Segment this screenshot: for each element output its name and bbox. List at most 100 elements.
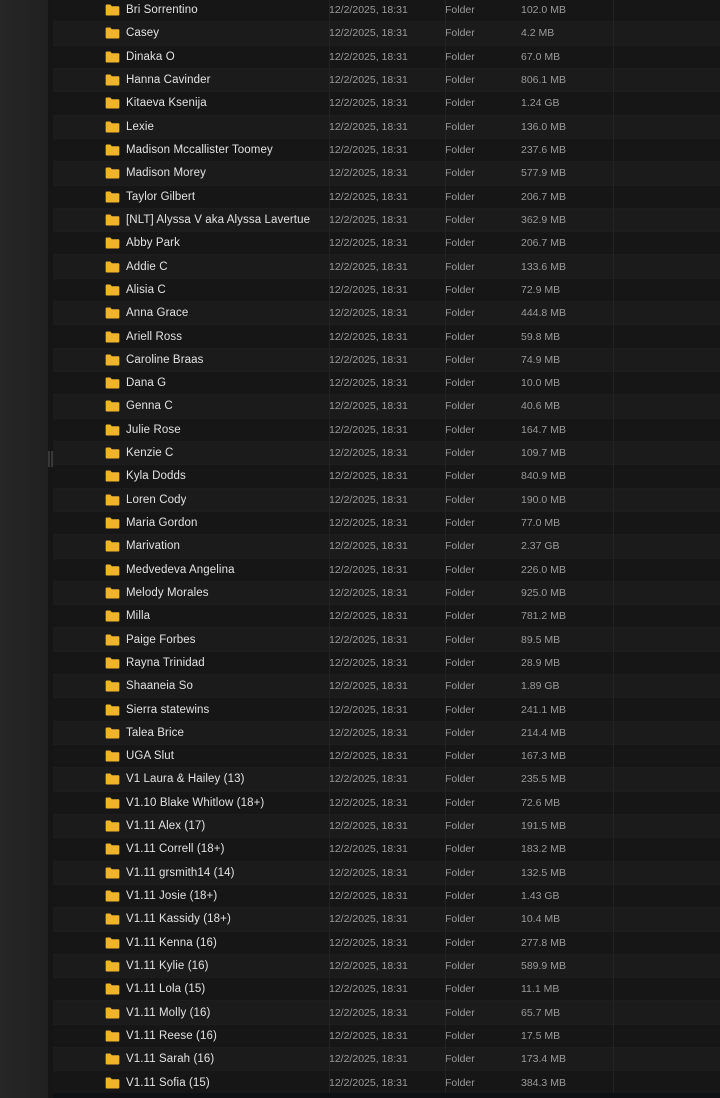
cell-name[interactable]: Kyla Dodds: [53, 470, 329, 482]
table-row[interactable]: V1.11 Kylie (16) 12/2/2025, 18:31 Folder 58…: [53, 954, 720, 979]
table-row[interactable]: V1.11 Sofia (15) 12/2/2025, 18:31 Folder 38…: [53, 1071, 720, 1095]
table-row[interactable]: Julie Rose 12/2/2025, 18:31 Folder 164.7 MB: [53, 418, 720, 442]
table-row[interactable]: V1.11 Alex (17) 12/2/2025, 18:31 Folder 191…: [53, 814, 720, 839]
cell-name[interactable]: Bri Sorrentino: [53, 4, 329, 16]
table-row[interactable]: UGA Slut 12/2/2025, 18:31 Folder 167.3 MB: [53, 745, 720, 769]
table-row[interactable]: V1.11 Josie (18+) 12/2/2025, 18:31 Folder 1…: [53, 884, 720, 909]
file-list-panel[interactable]: Bri Sorrentino 12/2/2025, 18:31 Folder 102.…: [53, 0, 720, 1098]
cell-name[interactable]: V1.11 Sarah (16): [53, 1053, 329, 1065]
table-row[interactable]: Milla 12/2/2025, 18:31 Folder 781.2 MB: [53, 605, 720, 629]
cell-name[interactable]: Shaaneia So: [53, 680, 329, 692]
cell-name[interactable]: Anna Grace: [53, 307, 329, 319]
table-row[interactable]: Medvedeva Angelina 12/2/2025, 18:31 Folder…: [53, 558, 720, 582]
table-row[interactable]: Loren Cody 12/2/2025, 18:31 Folder 190.0 MB: [53, 488, 720, 512]
cell-name[interactable]: V1.11 Kassidy (18+): [53, 913, 329, 925]
cell-name[interactable]: Ariell Ross: [53, 331, 329, 343]
cell-name[interactable]: V1.11 Reese (16): [53, 1030, 329, 1042]
table-row[interactable]: Melody Morales 12/2/2025, 18:31 Folder 925.…: [53, 581, 720, 606]
table-row[interactable]: [NLT] Alyssa V aka Alyssa Lavertue 12/2/2…: [53, 208, 720, 233]
cell-name[interactable]: Kitaeva Ksenija: [53, 97, 329, 109]
table-row[interactable]: Ariell Ross 12/2/2025, 18:31 Folder 59.8 MB: [53, 325, 720, 349]
cell-name[interactable]: V1.11 grsmith14 (14): [53, 867, 329, 879]
sidebar-background: [0, 0, 48, 1098]
cell-name[interactable]: V1 Laura & Hailey (13): [53, 773, 329, 785]
table-row[interactable]: V1.11 Sarah (16) 12/2/2025, 18:31 Folder 17…: [53, 1048, 720, 1072]
cell-name[interactable]: V1.11 Josie (18+): [53, 890, 329, 902]
table-row[interactable]: Dinaka O 12/2/2025, 18:31 Folder 67.0 MB: [53, 45, 720, 69]
table-row[interactable]: V1.11 grsmith14 (14) 12/2/2025, 18:31 Fold…: [53, 861, 720, 885]
cell-name[interactable]: Maria Gordon: [53, 517, 329, 529]
cell-name[interactable]: Paige Forbes: [53, 634, 329, 646]
table-row[interactable]: Hanna Cavinder 12/2/2025, 18:31 Folder 806.…: [53, 68, 720, 93]
table-row[interactable]: Casey 12/2/2025, 18:31 Folder 4.2 MB: [53, 22, 720, 46]
table-row[interactable]: V1.11 Kenna (16) 12/2/2025, 18:31 Folder 27…: [53, 931, 720, 955]
cell-name[interactable]: Melody Morales: [53, 587, 329, 599]
table-row[interactable]: Talea Brice 12/2/2025, 18:31 Folder 214.4 M…: [53, 721, 720, 745]
cell-name[interactable]: Taylor Gilbert: [53, 191, 329, 203]
cell-name[interactable]: V1.11 Sofia (15): [53, 1077, 329, 1089]
cell-name[interactable]: Milla: [53, 610, 329, 622]
table-row[interactable]: Rayna Trinidad 12/2/2025, 18:31 Folder 28.9…: [53, 651, 720, 676]
table-row[interactable]: Anna Grace 12/2/2025, 18:31 Folder 444.8 MB: [53, 302, 720, 326]
cell-name[interactable]: Dana G: [53, 377, 329, 389]
table-row[interactable]: Shaaneia So 12/2/2025, 18:31 Folder 1.89 GB: [53, 675, 720, 699]
table-row[interactable]: V1.11 Correll (18+) 12/2/2025, 18:31 Folde…: [53, 838, 720, 862]
table-row[interactable]: V1.11 Molly (16) 12/2/2025, 18:31 Folder 65…: [53, 1001, 720, 1025]
cell-name[interactable]: V1.11 Kylie (16): [53, 960, 329, 972]
sidebar[interactable]: [0, 0, 48, 1098]
cell-name[interactable]: UGA Slut: [53, 750, 329, 762]
cell-name[interactable]: V1.10 Blake Whitlow (18+): [53, 797, 329, 809]
table-row[interactable]: Addie C 12/2/2025, 18:31 Folder 133.6 MB: [53, 255, 720, 279]
table-row[interactable]: Lexie 12/2/2025, 18:31 Folder 136.0 MB: [53, 115, 720, 139]
cell-name[interactable]: Sierra statewins: [53, 704, 329, 716]
table-row[interactable]: Kyla Dodds 12/2/2025, 18:31 Folder 840.9 MB: [53, 465, 720, 489]
cell-name[interactable]: Hanna Cavinder: [53, 74, 329, 86]
table-row[interactable]: Sierra statewins 12/2/2025, 18:31 Folder 24…: [53, 698, 720, 722]
cell-name[interactable]: Addie C: [53, 261, 329, 273]
table-row[interactable]: Abby Park 12/2/2025, 18:31 Folder 206.7 MB: [53, 232, 720, 256]
resize-grip-icon[interactable]: [48, 450, 53, 468]
table-row[interactable]: Caroline Braas 12/2/2025, 18:31 Folder 74.9…: [53, 348, 720, 372]
cell-name[interactable]: [NLT] Alyssa V aka Alyssa Lavertue: [53, 214, 329, 226]
cell-name[interactable]: V1.11 Kenna (16): [53, 937, 329, 949]
cell-name[interactable]: Madison Morey: [53, 167, 329, 179]
table-row[interactable]: Bri Sorrentino 12/2/2025, 18:31 Folder 102.…: [53, 0, 720, 23]
cell-name[interactable]: Rayna Trinidad: [53, 657, 329, 669]
table-row[interactable]: V1.11 Kassidy (18+) 12/2/2025, 18:31 Folde…: [53, 908, 720, 932]
cell-name[interactable]: Medvedeva Angelina: [53, 564, 329, 576]
table-row[interactable]: Maria Gordon 12/2/2025, 18:31 Folder 77.0 M…: [53, 511, 720, 536]
table-row[interactable]: Madison Morey 12/2/2025, 18:31 Folder 577.9…: [53, 162, 720, 186]
cell-name[interactable]: Alisia C: [53, 284, 329, 296]
sidebar-resize-handle[interactable]: [48, 0, 53, 1098]
cell-name[interactable]: V1.11 Alex (17): [53, 820, 329, 832]
table-row[interactable]: V1.11 Lola (15) 12/2/2025, 18:31 Folder 11.…: [53, 978, 720, 1002]
cell-name[interactable]: Casey: [53, 27, 329, 39]
cell-name[interactable]: V1.11 Molly (16): [53, 1007, 329, 1019]
table-row[interactable]: Kenzie C 12/2/2025, 18:31 Folder 109.7 MB: [53, 441, 720, 466]
cell-type: Folder: [445, 167, 475, 180]
cell-name[interactable]: Julie Rose: [53, 424, 329, 436]
cell-name[interactable]: Talea Brice: [53, 727, 329, 739]
cell-name[interactable]: Loren Cody: [53, 494, 329, 506]
cell-name[interactable]: Abby Park: [53, 237, 329, 249]
table-row[interactable]: Marivation 12/2/2025, 18:31 Folder 2.37 GB: [53, 535, 720, 559]
table-row[interactable]: Kitaeva Ksenija 12/2/2025, 18:31 Folder 1.2…: [53, 92, 720, 116]
cell-name[interactable]: Marivation: [53, 540, 329, 552]
table-row[interactable]: V1.10 Blake Whitlow (18+) 12/2/2025, 18:3…: [53, 791, 720, 815]
cell-name[interactable]: Genna C: [53, 400, 329, 412]
cell-name[interactable]: Lexie: [53, 121, 329, 133]
cell-name[interactable]: Kenzie C: [53, 447, 329, 459]
table-row[interactable]: Genna C 12/2/2025, 18:31 Folder 40.6 MB: [53, 395, 720, 419]
cell-name[interactable]: Dinaka O: [53, 51, 329, 63]
table-row[interactable]: Taylor Gilbert 12/2/2025, 18:31 Folder 206.…: [53, 185, 720, 209]
table-row[interactable]: Madison Mccallister Toomey 12/2/2025, 18:…: [53, 138, 720, 163]
cell-name[interactable]: Caroline Braas: [53, 354, 329, 366]
table-row[interactable]: V1.11 Reese (16) 12/2/2025, 18:31 Folder 17…: [53, 1024, 720, 1049]
cell-name[interactable]: V1.11 Correll (18+): [53, 843, 329, 855]
table-row[interactable]: V1 Laura & Hailey (13) 12/2/2025, 18:31 Fo…: [53, 768, 720, 792]
table-row[interactable]: Dana G 12/2/2025, 18:31 Folder 10.0 MB: [53, 372, 720, 396]
table-row[interactable]: Alisia C 12/2/2025, 18:31 Folder 72.9 MB: [53, 278, 720, 303]
table-row[interactable]: Paige Forbes 12/2/2025, 18:31 Folder 89.5 M…: [53, 628, 720, 652]
cell-name[interactable]: V1.11 Lola (15): [53, 983, 329, 995]
cell-name[interactable]: Madison Mccallister Toomey: [53, 144, 329, 156]
